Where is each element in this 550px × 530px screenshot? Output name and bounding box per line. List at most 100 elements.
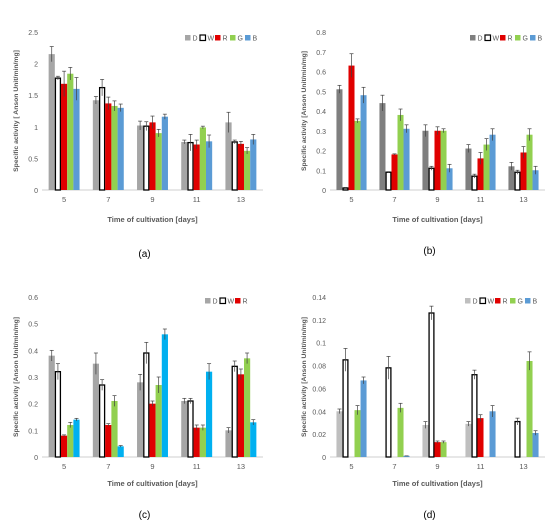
x-tick-label: 5 xyxy=(62,462,66,471)
y-tick-label: 0.12 xyxy=(312,318,326,325)
bar xyxy=(348,65,355,190)
legend-label: W xyxy=(488,299,495,306)
bar xyxy=(181,401,188,457)
bar xyxy=(434,130,441,190)
y-tick-label: 1.5 xyxy=(28,93,38,100)
bar xyxy=(48,54,55,191)
legend-label: D xyxy=(478,36,483,43)
bar xyxy=(403,455,410,457)
bar xyxy=(54,77,62,191)
legend-swatch xyxy=(219,297,227,305)
bar xyxy=(243,150,251,190)
x-tick-label: 11 xyxy=(477,195,485,204)
legend-swatch xyxy=(215,35,221,41)
bar xyxy=(237,143,244,190)
bar xyxy=(73,419,80,457)
legend-swatch xyxy=(245,35,251,41)
x-tick-label: 9 xyxy=(435,195,439,204)
y-tick-label: 0.7 xyxy=(316,50,326,57)
bar xyxy=(465,148,472,190)
bar xyxy=(225,430,232,457)
x-tick-label: 7 xyxy=(392,195,396,204)
bar xyxy=(161,334,168,457)
bar xyxy=(428,167,435,191)
y-tick-label: 0.6 xyxy=(28,295,38,302)
x-axis-label: Time of cultivation [days] xyxy=(107,215,198,224)
legend-label: R xyxy=(503,299,508,306)
legend-label: W xyxy=(493,36,500,43)
bar xyxy=(336,411,343,457)
bar xyxy=(231,365,238,458)
bar xyxy=(105,425,112,457)
chart-panel-4: 0 0.02 0.04 0.06 0.08 0.1 0.12 0.14 Specific act… xyxy=(301,295,545,521)
x-tick-label: 11 xyxy=(193,462,201,471)
bar xyxy=(342,359,349,458)
legend-label: G xyxy=(238,36,243,43)
panel-label: (c) xyxy=(139,510,151,521)
bar xyxy=(360,95,367,190)
y-tick-label: 0.5 xyxy=(28,156,38,163)
legend-label: R xyxy=(223,36,228,43)
legend-swatch xyxy=(199,34,207,42)
y-tick-label: 0.6 xyxy=(316,70,326,77)
bar xyxy=(225,122,232,190)
legend-swatch xyxy=(465,298,471,304)
bar xyxy=(48,355,55,457)
y-tick-label: 0.3 xyxy=(28,375,38,382)
y-tick-label: 0.5 xyxy=(28,322,38,329)
bar xyxy=(250,422,257,457)
bar xyxy=(199,427,206,457)
bar xyxy=(440,442,447,457)
y-tick-label: 0.02 xyxy=(312,432,326,439)
chart-panel-3: 0 0.1 0.2 0.3 0.4 0.5 0.6 Specific activity [An… xyxy=(13,295,263,521)
x-tick-label: 11 xyxy=(477,462,485,471)
y-tick-label: 0.3 xyxy=(316,129,326,136)
bar xyxy=(483,144,490,190)
y-tick-label: 2.5 xyxy=(28,30,38,37)
bar xyxy=(250,139,257,190)
legend-swatch xyxy=(495,298,501,304)
y-tick-label: 0.08 xyxy=(312,364,326,371)
bar xyxy=(532,170,539,190)
bar xyxy=(149,403,156,457)
x-tick-label: 9 xyxy=(150,195,154,204)
bar xyxy=(446,168,453,190)
bar xyxy=(111,105,118,190)
bar xyxy=(477,158,484,190)
bar xyxy=(137,125,144,190)
x-tick-label: 5 xyxy=(349,195,353,204)
bar xyxy=(155,133,162,190)
x-tick-label: 13 xyxy=(519,195,527,204)
legend-label: G xyxy=(518,299,523,306)
bar xyxy=(360,380,367,457)
bar xyxy=(508,166,515,190)
bar xyxy=(61,83,68,190)
legend-swatch xyxy=(525,298,531,304)
bar xyxy=(440,130,447,190)
y-tick-label: 0.8 xyxy=(316,30,326,37)
legend-swatch xyxy=(470,35,476,41)
legend-swatch xyxy=(484,34,492,42)
x-tick-label: 13 xyxy=(237,462,245,471)
bar xyxy=(422,130,429,190)
bar xyxy=(243,358,251,457)
bar xyxy=(117,107,124,190)
x-axis-label: Time of cultivation [days] xyxy=(107,479,198,488)
legend-label: D xyxy=(213,299,218,306)
panel-label: (d) xyxy=(423,510,435,521)
legend-swatch xyxy=(515,35,521,41)
x-axis-label: Time of cultivation [days] xyxy=(392,479,483,488)
legend-label: R xyxy=(508,36,513,43)
y-tick-label: 0.5 xyxy=(316,89,326,96)
bar xyxy=(205,371,213,457)
bar xyxy=(117,446,124,457)
bar xyxy=(231,141,238,191)
y-axis-label: Specific activity [ Anson Unit/min/mg] xyxy=(13,50,20,172)
x-tick-label: 7 xyxy=(106,462,110,471)
bar xyxy=(526,134,533,190)
y-tick-label: 0.06 xyxy=(312,386,326,393)
legend-label: R xyxy=(243,299,248,306)
y-tick-label: 0.4 xyxy=(28,348,38,355)
y-tick-label: 0.1 xyxy=(316,341,326,348)
bar xyxy=(526,361,533,457)
